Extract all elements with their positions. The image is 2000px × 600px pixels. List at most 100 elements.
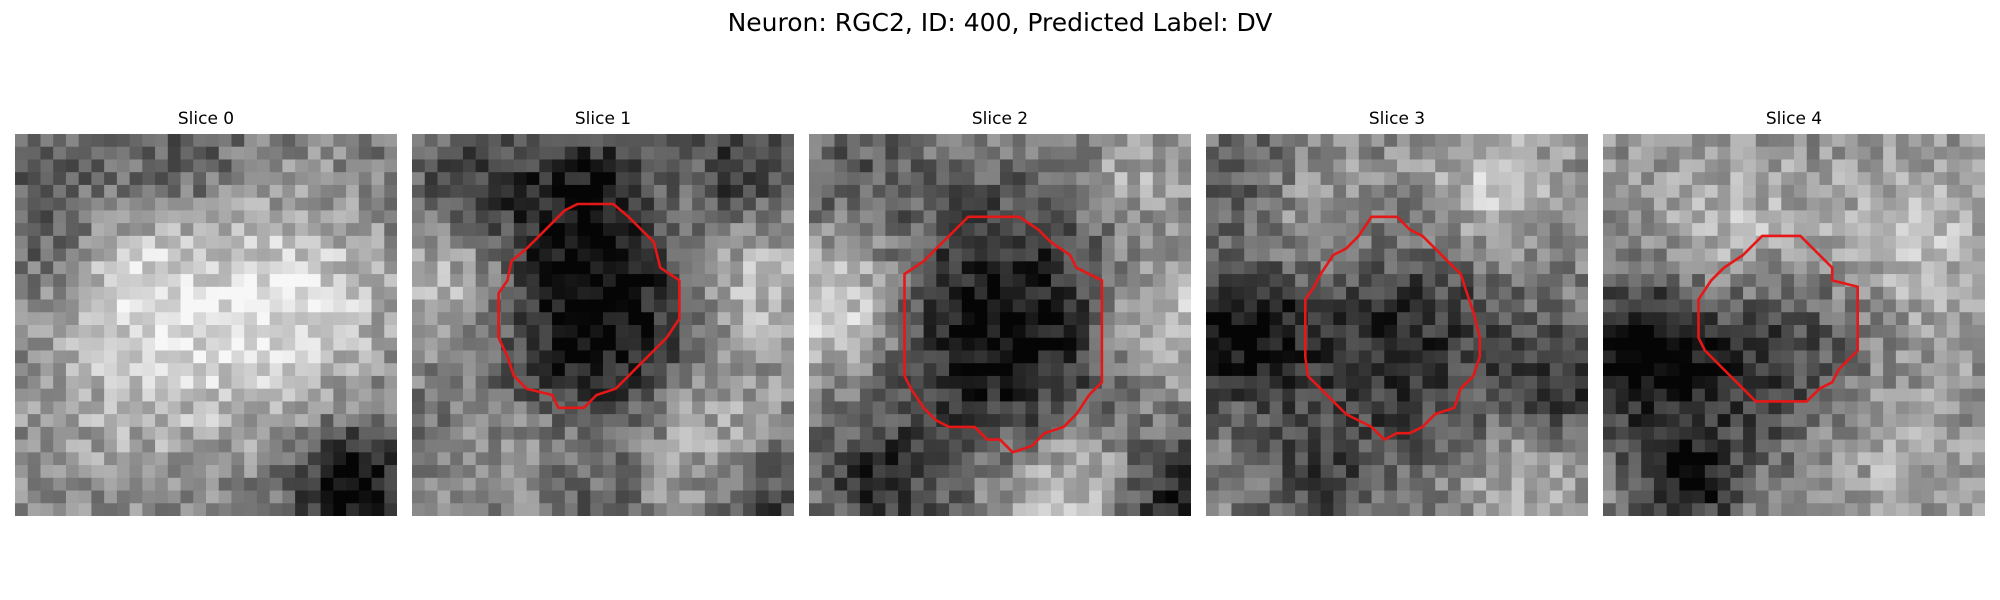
image-pixel	[1256, 172, 1271, 186]
image-pixel	[717, 159, 731, 173]
image-pixel	[1666, 197, 1680, 211]
image-pixel	[1038, 503, 1052, 516]
image-pixel	[333, 134, 347, 148]
image-pixel	[1921, 337, 1935, 352]
image-pixel	[1781, 312, 1795, 326]
image-pixel	[15, 299, 29, 313]
image-pixel	[1435, 159, 1449, 173]
image-pixel	[1038, 350, 1052, 364]
image-pixel	[1435, 363, 1449, 377]
image-pixel	[1127, 274, 1141, 288]
image-pixel	[40, 223, 54, 237]
image-pixel	[1384, 490, 1398, 504]
image-pixel	[1165, 503, 1179, 516]
image-pixel	[1384, 299, 1398, 313]
image-pixel	[704, 337, 719, 352]
image-pixel	[564, 350, 579, 364]
image-pixel	[1244, 337, 1258, 352]
image-pixel	[1140, 172, 1154, 186]
image-pixel	[1895, 261, 1910, 275]
image-pixel	[501, 503, 515, 516]
image-pixel	[1562, 299, 1576, 313]
image-pixel	[1537, 223, 1551, 237]
image-pixel	[949, 477, 963, 492]
image-pixel	[256, 388, 271, 402]
image-pixel	[1575, 325, 1588, 339]
image-pixel	[104, 146, 118, 161]
image-pixel	[590, 299, 604, 313]
image-pixel	[475, 490, 489, 504]
image-pixel	[910, 490, 925, 504]
image-pixel	[1934, 261, 1948, 275]
image-pixel	[1806, 452, 1821, 466]
image-pixel	[539, 350, 553, 364]
image-pixel	[1063, 146, 1077, 161]
image-pixel	[1178, 159, 1191, 173]
image-pixel	[1934, 172, 1948, 186]
image-pixel	[1743, 439, 1757, 453]
image-pixel	[859, 477, 874, 492]
image-pixel	[1908, 312, 1922, 326]
image-pixel	[1231, 286, 1245, 301]
image-pixel	[781, 274, 794, 288]
image-pixel	[1857, 299, 1871, 313]
image-pixel	[1127, 452, 1141, 466]
image-pixel	[358, 159, 373, 173]
image-pixel	[78, 210, 92, 224]
image-pixel	[704, 465, 719, 479]
image-pixel	[1666, 146, 1680, 161]
image-pixel	[974, 274, 988, 288]
image-pixel	[65, 325, 80, 339]
image-pixel	[1127, 172, 1141, 186]
image-pixel	[1679, 146, 1693, 161]
image-pixel	[704, 503, 719, 516]
image-pixel	[155, 286, 169, 301]
image-pixel	[1806, 325, 1821, 339]
image-pixel	[1653, 477, 1668, 492]
image-pixel	[1025, 388, 1039, 402]
image-pixel	[40, 184, 54, 199]
image-pixel	[1409, 146, 1424, 161]
image-pixel	[666, 375, 680, 390]
image-pixel	[961, 299, 976, 313]
image-pixel	[666, 439, 680, 453]
image-pixel	[1895, 337, 1910, 352]
image-pixel	[462, 197, 477, 211]
image-pixel	[1549, 197, 1564, 211]
image-pixel	[859, 159, 874, 173]
image-pixel	[333, 375, 347, 390]
image-pixel	[104, 325, 118, 339]
image-pixel	[1409, 172, 1424, 186]
image-pixel	[539, 490, 553, 504]
image-pixel	[1844, 172, 1859, 186]
image-pixel	[462, 401, 477, 415]
image-pixel	[1371, 274, 1385, 288]
image-pixel	[1307, 363, 1322, 377]
image-pixel	[526, 159, 540, 173]
image-pixel	[834, 503, 848, 516]
image-pixel	[1562, 503, 1576, 516]
image-pixel	[653, 134, 668, 148]
image-pixel	[513, 465, 528, 479]
image-pixel	[552, 426, 566, 441]
image-pixel	[129, 210, 143, 224]
slice-image	[15, 134, 397, 516]
image-pixel	[1781, 477, 1795, 492]
image-pixel	[1358, 146, 1373, 161]
image-pixel	[155, 172, 169, 186]
image-pixel	[1114, 503, 1128, 516]
image-pixel	[743, 363, 757, 377]
image-pixel	[526, 350, 540, 364]
image-pixel	[1870, 184, 1884, 199]
image-pixel	[1038, 248, 1052, 262]
image-pixel	[244, 414, 258, 428]
image-pixel	[1320, 210, 1334, 224]
image-pixel	[1295, 439, 1309, 453]
image-pixel	[1231, 299, 1245, 313]
image-pixel	[1743, 223, 1757, 237]
image-pixel	[781, 350, 794, 364]
image-pixel	[1832, 350, 1846, 364]
image-pixel	[1511, 426, 1525, 441]
image-pixel	[116, 325, 131, 339]
image-pixel	[1422, 286, 1436, 301]
